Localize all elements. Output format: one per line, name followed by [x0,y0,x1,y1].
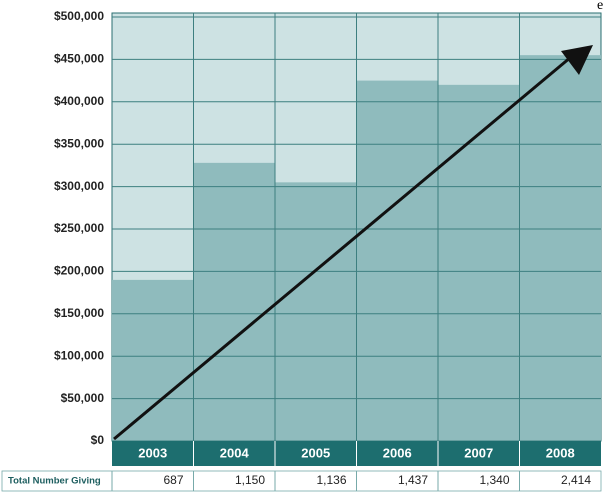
x-tick-label: 2006 [383,445,412,460]
bar [519,55,601,441]
y-tick-label: $350,000 [54,136,104,150]
table-value: 2,414 [561,473,591,487]
table-value: 1,150 [235,473,265,487]
y-tick-label: $300,000 [54,179,104,193]
y-tick-label: $150,000 [54,306,104,320]
table-row [1,470,602,492]
x-tick-label: 2005 [301,445,330,460]
bar [112,279,194,441]
trend-arrow [113,55,572,441]
y-tick-label: $50,000 [61,391,105,405]
table-label: Total Number Giving [8,476,101,487]
y-tick-label: $450,000 [54,52,104,66]
bar [438,84,520,441]
y-tick-label: $250,000 [54,221,104,235]
arrow-head [561,45,593,75]
y-tick-label: $100,000 [54,348,104,362]
table-value: 1,340 [479,473,509,487]
x-tick-label: 2004 [220,445,250,460]
y-tick-label: $500,000 [54,9,104,23]
y-tick-label: $400,000 [54,94,104,108]
table-value: 1,136 [316,473,346,487]
table-value: 687 [163,473,183,487]
bar [275,182,357,442]
table-value: 1,437 [398,473,428,487]
x-tick-label: 2007 [464,445,493,460]
x-tick-label: 2003 [138,445,167,460]
bar [356,80,438,441]
y-tick-label: $0 [91,433,105,447]
cropped-text: e [597,0,603,13]
bar [193,162,275,441]
x-tick-label: 2008 [546,445,575,460]
y-tick-label: $200,000 [54,264,104,278]
